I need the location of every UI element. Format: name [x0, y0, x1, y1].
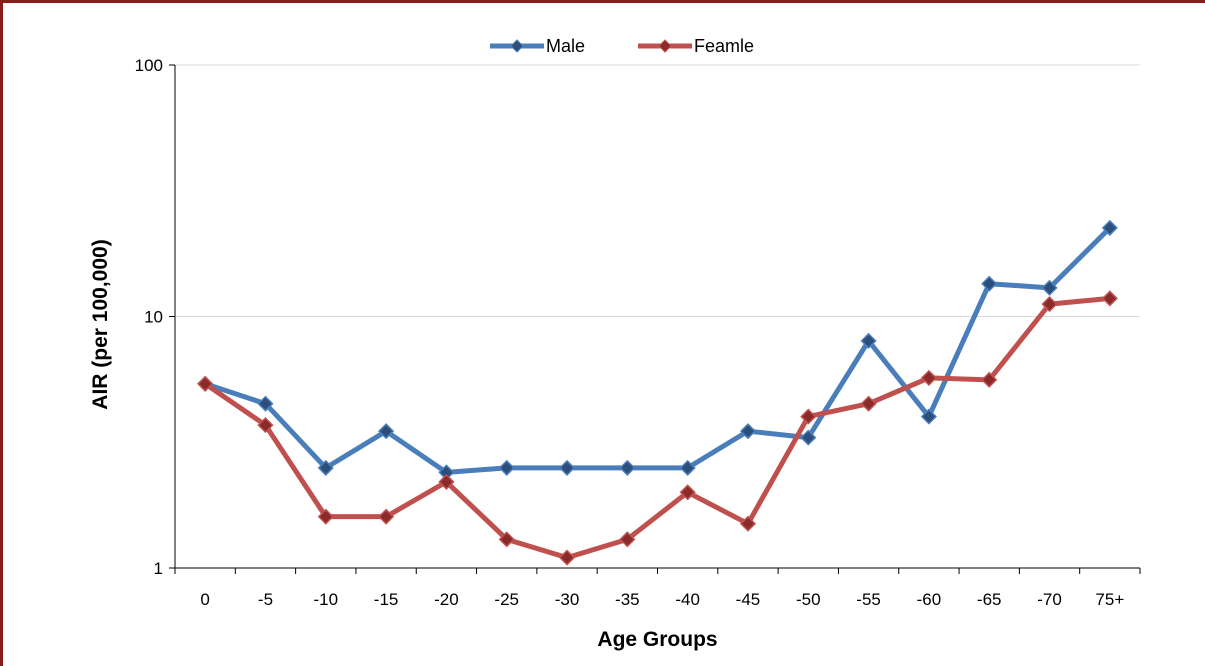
- x-tick-label: -70: [1037, 590, 1062, 609]
- data-point-feamle: [257, 417, 274, 434]
- data-point-feamle: [619, 531, 636, 548]
- data-point-male: [619, 459, 636, 476]
- gridlines: [175, 64, 1140, 317]
- x-tick-label: -35: [615, 590, 640, 609]
- y-tick-labels: 1 10 100: [135, 56, 163, 578]
- axes: [169, 64, 1141, 574]
- legend-marker-male: [510, 39, 524, 53]
- x-tick-label: -20: [434, 590, 459, 609]
- x-tick-label: -55: [856, 590, 881, 609]
- x-tick-label: -45: [736, 590, 761, 609]
- y-tick-label: 1: [154, 559, 163, 578]
- data-point-male: [679, 459, 696, 476]
- x-tick-label: -10: [313, 590, 338, 609]
- data-point-male: [498, 459, 515, 476]
- data-point-male: [860, 332, 877, 349]
- y-axis-title: AIR (per 100,000): [89, 239, 112, 409]
- data-point-feamle: [378, 508, 395, 525]
- data-point-feamle: [981, 371, 998, 388]
- x-tick-label: 0: [200, 590, 209, 609]
- data-point-feamle: [558, 549, 576, 566]
- x-axis-title: Age Groups: [597, 628, 717, 651]
- data-point-feamle: [197, 375, 214, 392]
- data-point-male: [981, 275, 998, 292]
- series-layer: [197, 219, 1118, 566]
- data-point-male: [800, 429, 817, 446]
- data-point-male: [1101, 219, 1118, 236]
- data-point-male: [257, 395, 274, 412]
- data-point-feamle: [860, 395, 877, 412]
- x-tick-label: -25: [494, 590, 519, 609]
- data-point-feamle: [920, 369, 937, 386]
- data-point-feamle: [800, 408, 817, 425]
- x-tick-label: -15: [374, 590, 399, 609]
- data-point-male: [1041, 279, 1058, 296]
- legend-label-male: Male: [546, 36, 585, 56]
- data-point-male: [920, 408, 937, 425]
- data-point-male: [317, 459, 334, 476]
- data-point-feamle: [498, 531, 515, 548]
- data-point-male: [558, 459, 576, 476]
- data-point-male: [378, 423, 395, 440]
- data-point-feamle: [739, 515, 757, 532]
- x-tick-label: 75+: [1095, 590, 1124, 609]
- x-tick-label: -60: [917, 590, 942, 609]
- legend-label-feamle: Feamle: [694, 36, 754, 56]
- x-tick-label: -40: [675, 590, 700, 609]
- data-point-feamle: [438, 473, 455, 490]
- data-point-male: [739, 423, 757, 440]
- y-tick-label: 10: [144, 308, 163, 327]
- series-line-male: [202, 225, 1113, 475]
- x-tick-label: -5: [258, 590, 273, 609]
- data-point-feamle: [679, 484, 696, 501]
- data-point-feamle: [1041, 296, 1058, 313]
- legend-marker-feamle: [658, 39, 672, 53]
- x-tick-label: -30: [555, 590, 580, 609]
- y-tick-label: 100: [135, 56, 163, 75]
- x-tick-label: -65: [977, 590, 1002, 609]
- data-point-feamle: [1101, 290, 1118, 307]
- x-tick-labels: 0 -5 -10 -15 -20 -25 -30 -35 -40 -45 -50 -55 -60 -65 -…: [200, 590, 1124, 609]
- series-line-feamle: [202, 295, 1113, 561]
- legend: Male Feamle: [490, 36, 754, 56]
- x-tick-label: -50: [796, 590, 821, 609]
- data-point-feamle: [317, 508, 334, 525]
